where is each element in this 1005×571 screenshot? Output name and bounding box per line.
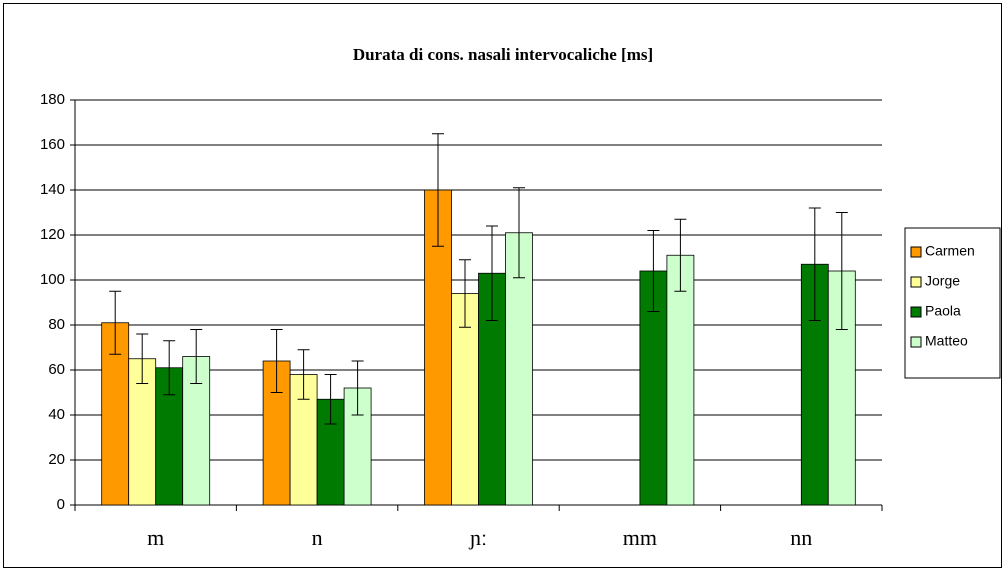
- bar: [666, 254, 695, 506]
- y-tick-label: 20: [48, 451, 65, 468]
- x-tick-label: n: [312, 525, 323, 550]
- y-tick-label: 160: [40, 136, 65, 153]
- y-tick-label: 140: [40, 181, 65, 198]
- legend-label: Jorge: [925, 273, 960, 289]
- x-tick-label: m: [147, 525, 164, 550]
- legend-swatch: [910, 246, 922, 258]
- legend-swatch: [910, 336, 922, 348]
- chart-title: Durata di cons. nasali intervocaliche [m…: [353, 45, 653, 64]
- legend-swatch: [910, 276, 922, 288]
- legend-label: Carmen: [925, 243, 975, 259]
- y-tick-label: 60: [48, 361, 65, 378]
- x-tick-label: ɲː: [468, 525, 487, 550]
- y-tick-label: 0: [57, 496, 65, 513]
- y-tick-label: 120: [40, 226, 65, 243]
- x-tick-label: mm: [623, 525, 657, 550]
- x-tick-label: nn: [790, 525, 812, 550]
- y-tick-label: 80: [48, 316, 65, 333]
- legend-label: Paola: [925, 303, 961, 319]
- y-tick-label: 40: [48, 406, 65, 423]
- legend-label: Matteo: [925, 333, 968, 349]
- y-tick-label: 180: [40, 91, 65, 108]
- y-tick-label: 100: [40, 271, 65, 288]
- legend-swatch: [910, 306, 922, 318]
